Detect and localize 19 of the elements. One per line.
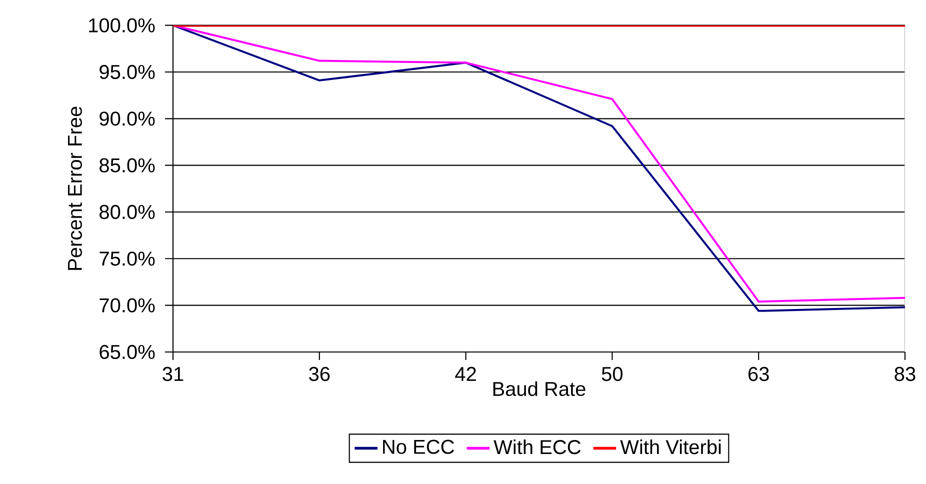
x-axis-title: Baud Rate: [493, 381, 586, 396]
y-tick-label: 65.0%: [100, 344, 155, 360]
y-tick-label: 85.0%: [100, 158, 155, 172]
x-tick-label: 36: [309, 366, 330, 382]
x-tick-label: 83: [894, 366, 916, 382]
y-tick-label: 95.0%: [100, 64, 155, 80]
y-tick-label: 100.0%: [89, 18, 155, 32]
y-tick-label: 90.0%: [100, 112, 155, 126]
legend-label: With Viterbi: [620, 440, 721, 454]
x-tick-label: 50: [602, 366, 623, 382]
x-tick-label: 42: [455, 366, 476, 381]
legend-label: With ECC: [494, 440, 581, 454]
y-tick-label: 70.0%: [100, 298, 155, 312]
y-tick-label: 80.0%: [100, 204, 155, 220]
x-tick-label: 63: [748, 366, 769, 382]
legend-label: No ECC: [383, 440, 454, 454]
x-tick-label: 31: [162, 366, 184, 382]
y-axis-title: Percent Error Free: [68, 106, 82, 270]
y-tick-label: 75.0%: [100, 252, 155, 266]
